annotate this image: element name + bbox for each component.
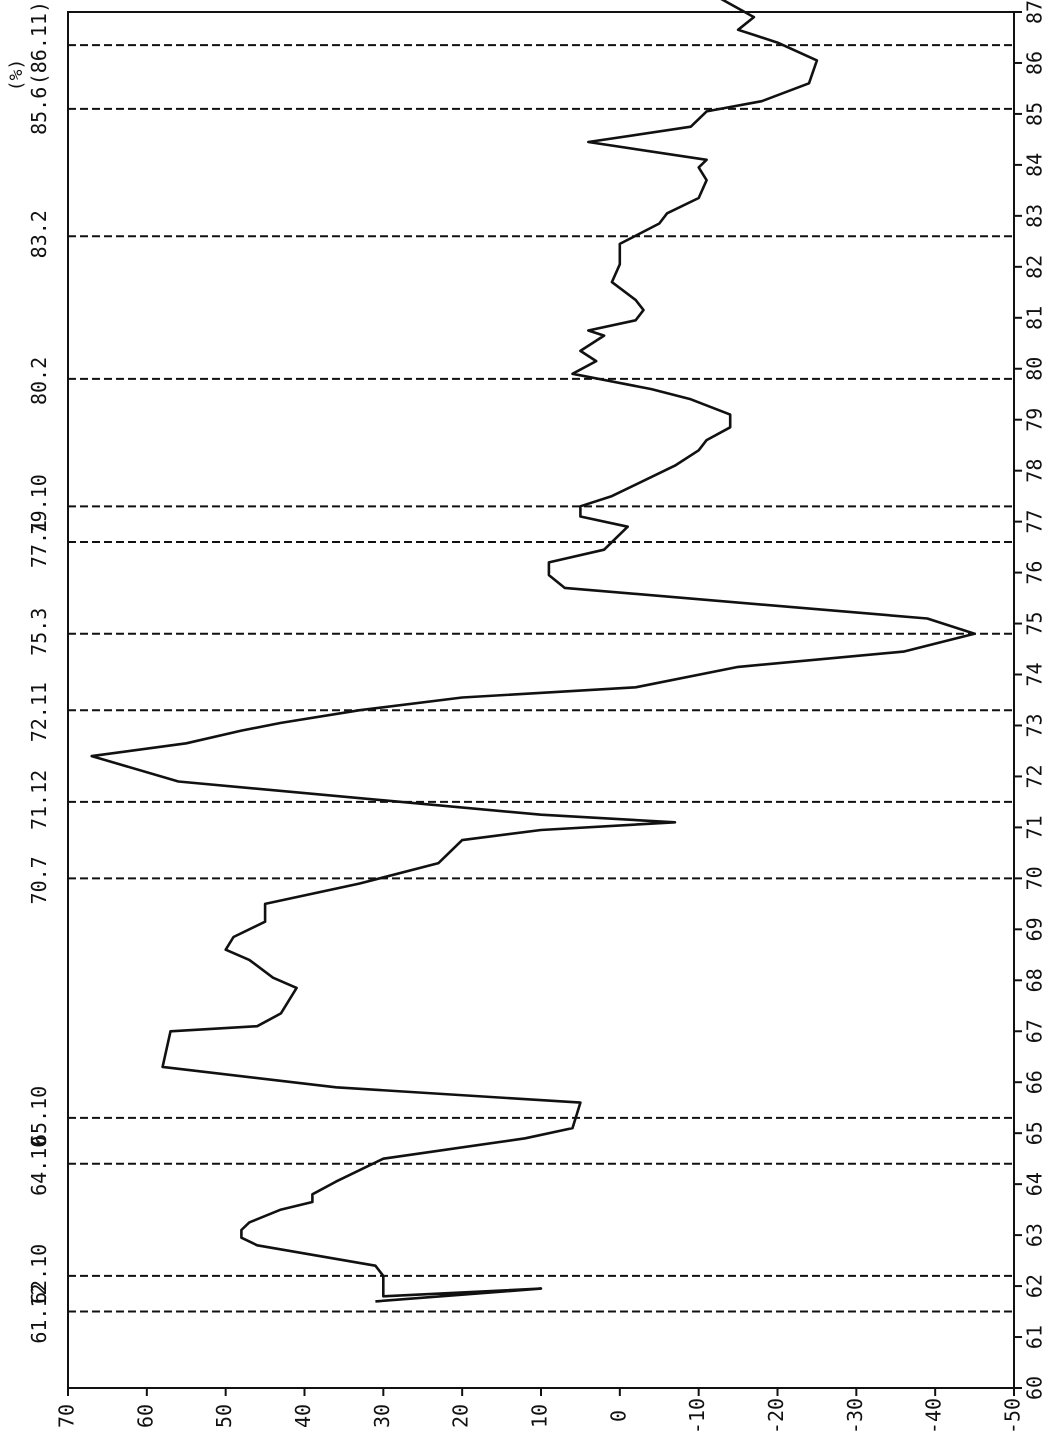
axes-group (67, 11, 1015, 1389)
plot-frame (67, 11, 1015, 1389)
x-tick-label: 84 (1023, 153, 1047, 177)
x-tick-label: 82 (1023, 255, 1047, 279)
x-tick-label: 65 (1023, 1121, 1047, 1145)
x-tick-label: 87 (1023, 0, 1047, 24)
y-tick-label: -10 (685, 1398, 709, 1434)
y-tick-label: 30 (370, 1404, 394, 1428)
y-tick-label: 60 (133, 1404, 157, 1428)
x-tick-label: 64 (1023, 1172, 1047, 1196)
ticks-group: 60 61 62 63 64 65 66 67 68 69 70 71 72 73 74 75 76 77 78 79… (55, 0, 1047, 1434)
x-tick-label: 60 (1023, 1376, 1047, 1400)
x-tick-label: 70 (1023, 866, 1047, 890)
y-tick-label: 10 (528, 1404, 552, 1428)
x-tick-label: 68 (1023, 968, 1047, 992)
y-tick-label: 50 (212, 1404, 236, 1428)
x-tick-label: 86 (1023, 51, 1047, 75)
y-tick-label: 70 (55, 1404, 79, 1428)
x-tick-label: 85 (1023, 102, 1047, 126)
x-tick-label: 73 (1023, 713, 1047, 737)
reference-line-label: 70.7 (27, 856, 51, 904)
y-tick-label: -50 (1001, 1398, 1025, 1434)
series-line (90, 0, 976, 1303)
reference-lines (68, 44, 1014, 1313)
y-tick-label: 20 (449, 1404, 473, 1428)
x-tick-label: 81 (1023, 306, 1047, 330)
reference-line-label: 75.3 (27, 608, 51, 656)
x-tick-label: 80 (1023, 357, 1047, 381)
reference-line-label: 77.1 (27, 520, 51, 568)
reference-line-label: 79.10 (27, 474, 51, 534)
y-tick-label: -40 (922, 1398, 946, 1434)
x-tick-label: 63 (1023, 1223, 1047, 1247)
reference-line-label: 72.11 (27, 682, 51, 742)
y-tick-label: 40 (291, 1404, 315, 1428)
series-group (90, 0, 976, 1303)
reference-line-label: 83.2 (27, 210, 51, 258)
x-tick-label: 67 (1023, 1019, 1047, 1043)
y-tick-label: 0 (606, 1410, 630, 1422)
x-tick-label: 66 (1023, 1070, 1047, 1094)
x-tick-label: 61 (1023, 1325, 1047, 1349)
reference-line-label: 62.10 (27, 1244, 51, 1304)
x-tick-label: 76 (1023, 561, 1047, 585)
y-tick-label: -30 (843, 1398, 867, 1434)
y-tick-label: -20 (764, 1398, 788, 1434)
x-tick-label: 79 (1023, 408, 1047, 432)
reference-line-label: 80.2 (27, 357, 51, 405)
unit-label: (%) (6, 59, 27, 92)
x-tick-label: 74 (1023, 662, 1047, 686)
reference-line-label: (86.11) (27, 1, 51, 85)
reference-line-label: 61.12 (27, 1283, 51, 1343)
x-tick-label: 71 (1023, 815, 1047, 839)
x-tick-label: 75 (1023, 612, 1047, 636)
x-tick-label: 78 (1023, 459, 1047, 483)
x-tick-label: 62 (1023, 1274, 1047, 1298)
x-tick-label: 83 (1023, 204, 1047, 228)
reference-line-label: 85.6 (27, 87, 51, 135)
reference-line-label: 71.12 (27, 770, 51, 830)
x-tick-label: 77 (1023, 510, 1047, 534)
x-tick-label: 72 (1023, 764, 1047, 788)
reference-line-label: 65.10 (27, 1086, 51, 1146)
x-tick-label: 69 (1023, 917, 1047, 941)
reference-line-label: 64.10 (27, 1136, 51, 1196)
